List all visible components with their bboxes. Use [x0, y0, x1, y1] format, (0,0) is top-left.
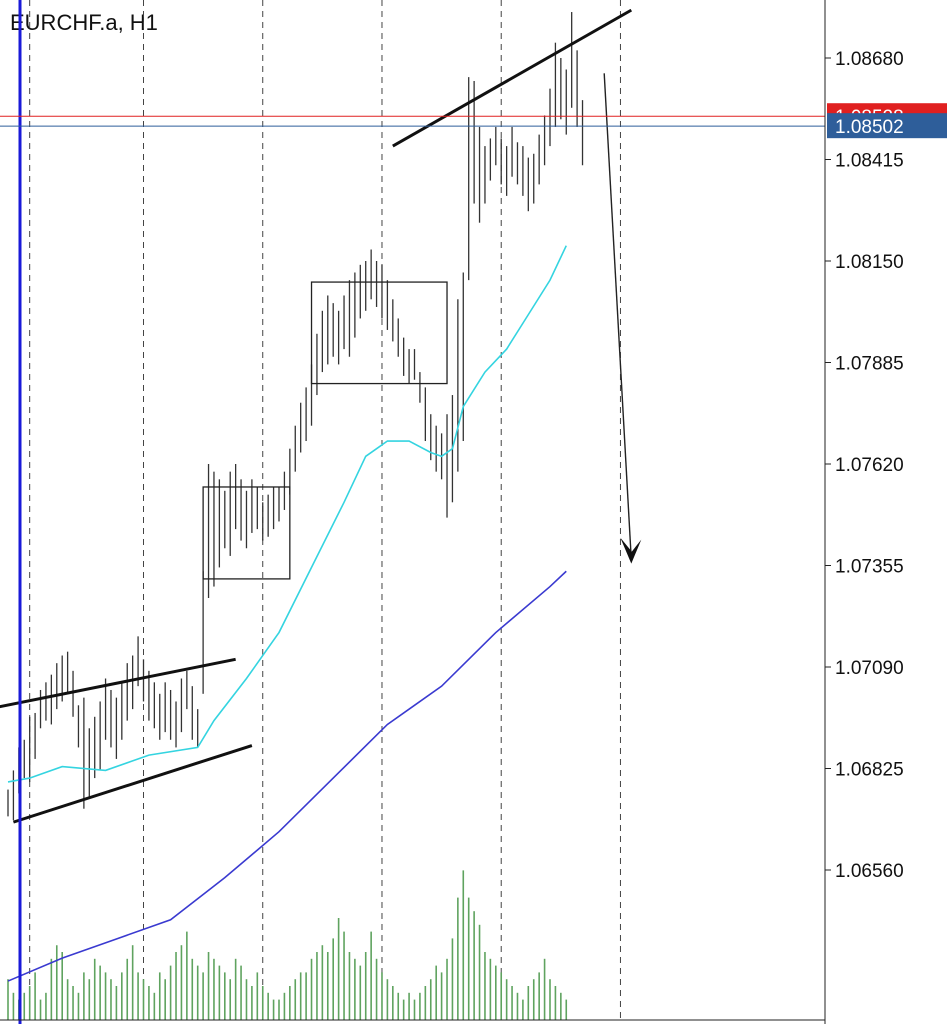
range-box-0 [202, 486, 291, 580]
y-tick-label: 1.07620 [835, 455, 904, 476]
price-tag-label-1: 1.08502 [835, 117, 904, 138]
y-tick-label: 1.06825 [835, 760, 904, 781]
y-tick-label: 1.07355 [835, 557, 904, 578]
y-tick-label: 1.06560 [835, 861, 904, 882]
trend-line-1 [12, 744, 253, 824]
chart-title: EURCHF.a, H1 [10, 10, 158, 35]
forecast-arrow-head [620, 537, 642, 564]
price-tag-1 [827, 113, 947, 139]
y-tick-label: 1.07885 [835, 354, 904, 375]
trend-line-2 [392, 8, 633, 148]
y-tick-label: 1.08150 [835, 252, 904, 273]
trend-line-0 [0, 657, 236, 709]
moving-average-fast [7, 245, 567, 783]
moving-average-slow [7, 570, 567, 982]
y-tick-label: 1.07090 [835, 658, 904, 679]
y-tick-label: 1.08680 [835, 49, 904, 70]
y-tick-label: 1.08415 [835, 151, 904, 172]
range-box-1 [310, 281, 448, 385]
forecast-arrow-line [603, 73, 632, 560]
